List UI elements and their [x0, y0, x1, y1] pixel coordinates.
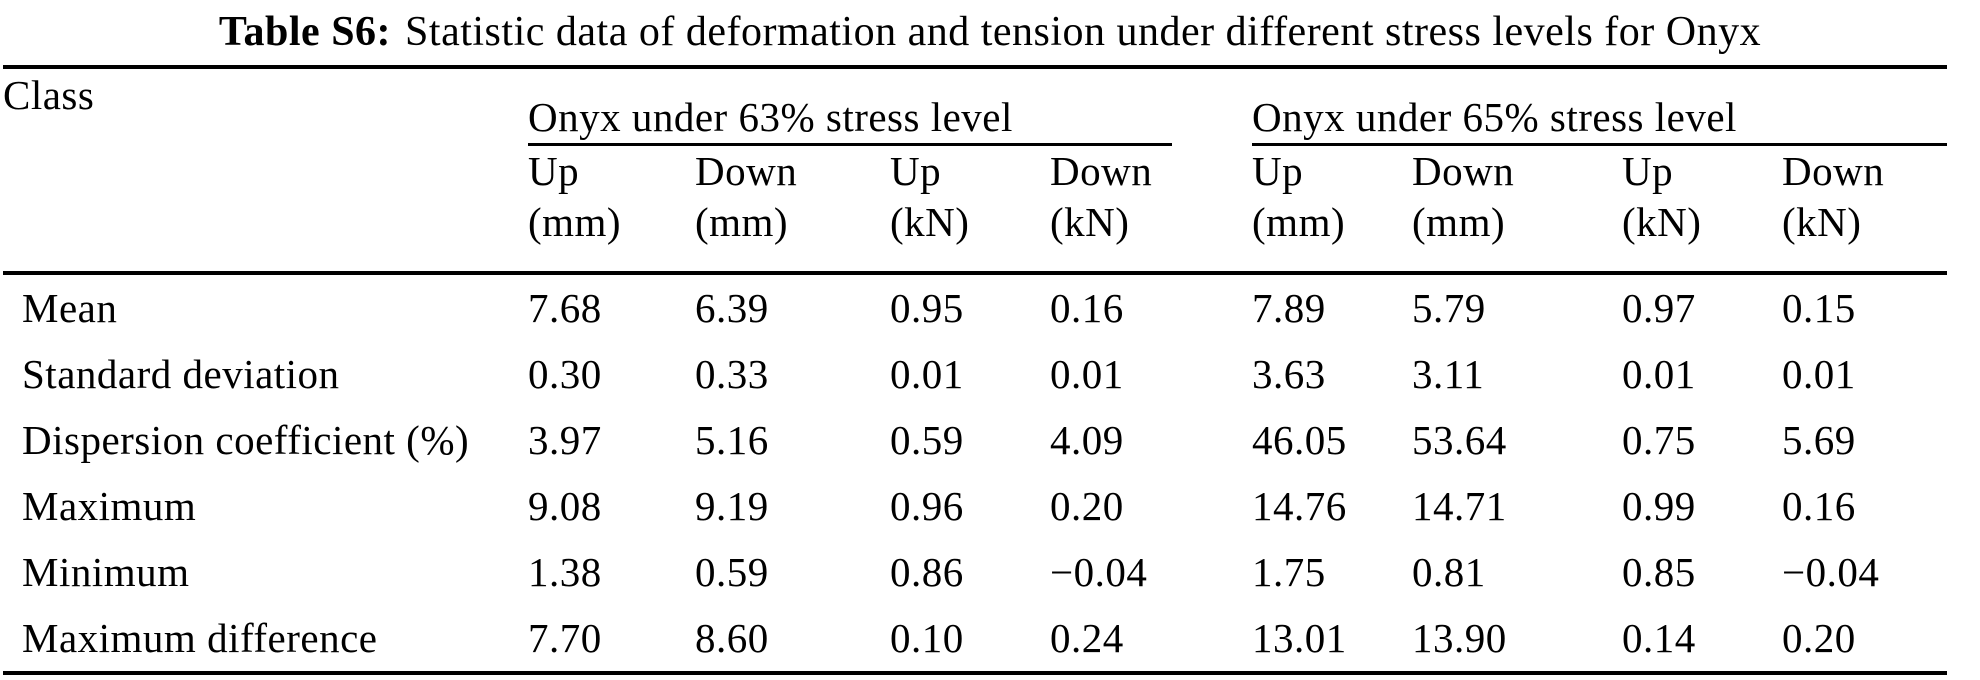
table-cell: 4.09 [1050, 417, 1124, 463]
column-header-down-mm-65: Down (mm) [1412, 148, 1515, 245]
column-header-class: Class [3, 72, 95, 118]
table-cell: 0.01 [1050, 351, 1124, 397]
table-row-minimum: Minimum 1.38 0.59 0.86 −0.04 1.75 0.81 0… [3, 539, 1947, 605]
row-label: Minimum [22, 549, 190, 595]
column-header-up-mm-65: Up (mm) [1252, 148, 1346, 245]
table-cell: 0.33 [695, 351, 769, 397]
table-cell: 9.19 [695, 483, 769, 529]
table-caption: Table S6: Statistic data of deformation a… [0, 0, 1980, 65]
table-row-standard-deviation: Standard deviation 0.30 0.33 0.01 0.01 3… [3, 341, 1947, 407]
table-cell: 0.85 [1622, 549, 1696, 595]
column-header-down-kn-65: Down (kN) [1782, 148, 1885, 245]
table-cell: 0.59 [695, 549, 769, 595]
table-cell: 0.16 [1050, 285, 1124, 331]
group-header-65-percent: Onyx under 65% stress level [1252, 67, 1948, 146]
table-cell: 0.96 [890, 483, 964, 529]
table-cell: 5.69 [1782, 417, 1856, 463]
table-cell: 0.01 [1622, 351, 1696, 397]
group-header-65-label: Onyx under 65% stress level [1252, 69, 1948, 146]
group-header-63-percent: Onyx under 63% stress level [528, 67, 1252, 146]
row-label: Mean [22, 285, 118, 331]
table-cell: 0.10 [890, 615, 964, 661]
table-cell: 9.08 [528, 483, 602, 529]
row-label: Maximum difference [22, 615, 378, 661]
table-cell: −0.04 [1050, 549, 1148, 595]
table-cell: 0.95 [890, 285, 964, 331]
table-cell: 0.97 [1622, 285, 1696, 331]
table-cell: 1.38 [528, 549, 602, 595]
column-header-down-kn-63: Down (kN) [1050, 148, 1153, 245]
table-cell: 0.24 [1050, 615, 1124, 661]
table-cell: 13.90 [1412, 615, 1507, 661]
table-cell: 0.20 [1050, 483, 1124, 529]
table-cell: 3.63 [1252, 351, 1326, 397]
table-cell: −0.04 [1782, 549, 1880, 595]
table-row-mean: Mean 7.68 6.39 0.95 0.16 7.89 5.79 0.97 … [3, 273, 1947, 341]
table-cell: 0.14 [1622, 615, 1696, 661]
subheader-row: Up (mm) Down (mm) Up (kN) Down (kN) Up (… [3, 146, 1947, 273]
table-cell: 0.75 [1622, 417, 1696, 463]
table-cell: 0.30 [528, 351, 602, 397]
group-header-row: Class Onyx under 63% stress level Onyx u… [3, 67, 1948, 146]
row-label: Dispersion coefficient (%) [22, 417, 470, 463]
table-cell: 7.70 [528, 615, 602, 661]
table-cell: 7.68 [528, 285, 602, 331]
table-cell: 0.15 [1782, 285, 1856, 331]
table-cell: 8.60 [695, 615, 769, 661]
table-cell: 1.75 [1252, 549, 1326, 595]
table-row-maximum-difference: Maximum difference 7.70 8.60 0.10 0.24 1… [3, 605, 1947, 673]
row-label: Standard deviation [22, 351, 340, 397]
column-header-up-kn-63: Up (kN) [890, 148, 970, 245]
table-cell: 14.71 [1412, 483, 1507, 529]
table-cell: 0.59 [890, 417, 964, 463]
table-cell: 46.05 [1252, 417, 1347, 463]
column-header-up-mm-63: Up (mm) [528, 148, 622, 245]
table-cell: 0.16 [1782, 483, 1856, 529]
table-cell: 5.79 [1412, 285, 1486, 331]
table-caption-text: Statistic data of deformation and tensio… [405, 9, 1762, 55]
column-header-up-kn-65: Up (kN) [1622, 148, 1702, 245]
table-row-dispersion-coefficient: Dispersion coefficient (%) 3.97 5.16 0.5… [3, 407, 1947, 473]
table-cell: 0.99 [1622, 483, 1696, 529]
row-label: Maximum [22, 483, 197, 529]
group-header-63-label: Onyx under 63% stress level [528, 69, 1173, 146]
table-cell: 5.16 [695, 417, 769, 463]
table-cell: 0.81 [1412, 549, 1486, 595]
table-cell: 0.01 [890, 351, 964, 397]
table-caption-label: Table S6: [218, 9, 392, 55]
table-body: Mean 7.68 6.39 0.95 0.16 7.89 5.79 0.97 … [3, 273, 1947, 673]
table-cell: 0.01 [1782, 351, 1856, 397]
table-header: Class Onyx under 63% stress level Onyx u… [3, 67, 1948, 273]
table-cell: 3.11 [1412, 351, 1485, 397]
table-cell: 6.39 [695, 285, 769, 331]
table-cell: 13.01 [1252, 615, 1347, 661]
table-cell: 3.97 [528, 417, 602, 463]
table-row-maximum: Maximum 9.08 9.19 0.96 0.20 14.76 14.71 … [3, 473, 1947, 539]
table-cell: 0.86 [890, 549, 964, 595]
statistics-table: Class Onyx under 63% stress level Onyx u… [3, 65, 1948, 675]
table-cell: 0.20 [1782, 615, 1856, 661]
column-header-down-mm-63: Down (mm) [695, 148, 798, 245]
table-cell: 53.64 [1412, 417, 1507, 463]
table-cell: 14.76 [1252, 483, 1347, 529]
table-cell: 7.89 [1252, 285, 1326, 331]
